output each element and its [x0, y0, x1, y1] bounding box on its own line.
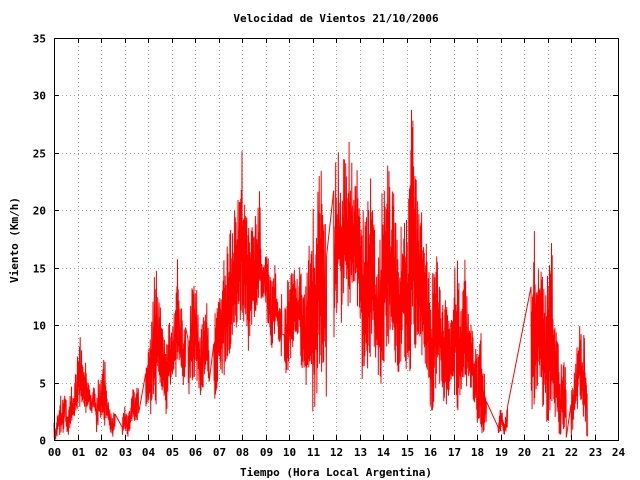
- x-tick-label: 19: [495, 446, 508, 459]
- wind-speed-segment: [145, 270, 168, 415]
- series-gap-line: [114, 413, 123, 428]
- x-tick-label: 04: [142, 446, 156, 459]
- series-gap-line: [138, 373, 147, 414]
- x-tick-label: 08: [236, 446, 249, 459]
- wind-speed-segment: [476, 333, 487, 434]
- x-tick-label: 07: [213, 446, 226, 459]
- y-tick-label: 15: [33, 263, 46, 276]
- wind-speed-segment: [570, 326, 588, 438]
- series-gap-line: [507, 286, 532, 407]
- x-tick-label: 01: [72, 446, 86, 459]
- y-tick-label: 25: [33, 148, 46, 161]
- x-tick-label: 12: [330, 446, 343, 459]
- chart-title: Velocidad de Vientos 21/10/2006: [233, 12, 439, 25]
- x-tick-labels: 00 01 02 03 04 05 06 07 08 09 10 11 12 13 14 15 16 17 18 19…: [48, 446, 626, 459]
- y-tick-label: 10: [33, 320, 46, 333]
- tick-layer: [54, 38, 619, 441]
- x-tick-label: 22: [565, 446, 578, 459]
- y-tick-label: 30: [33, 90, 46, 103]
- x-tick-label: 11: [307, 446, 321, 459]
- wind-speed-segment: [547, 243, 560, 434]
- wind-speed-segment: [408, 109, 431, 378]
- x-tick-label: 21: [542, 446, 556, 459]
- series-gap-line: [208, 343, 215, 382]
- x-tick-label: 10: [283, 446, 296, 459]
- wind-speed-segment: [361, 178, 384, 384]
- y-axis-label: Viento (Km/h): [8, 197, 21, 283]
- x-tick-label: 03: [119, 446, 132, 459]
- x-tick-label: 20: [518, 446, 531, 459]
- wind-speed-segment: [530, 231, 548, 422]
- series-gap-line: [326, 190, 335, 256]
- x-tick-label: 23: [589, 446, 602, 459]
- series-gap-line: [185, 327, 189, 340]
- x-tick-label: 13: [354, 446, 367, 459]
- x-tick-label: 09: [260, 446, 273, 459]
- wind-speed-segment: [497, 406, 509, 435]
- x-axis-label: Tiempo (Hora Local Argentina): [240, 466, 432, 479]
- y-tick-labels: 0 5 10 15 20 25 30 35: [33, 33, 46, 448]
- x-tick-label: 00: [48, 446, 61, 459]
- x-tick-label: 17: [448, 446, 461, 459]
- wind-speed-segment: [558, 362, 567, 438]
- y-tick-label: 35: [33, 33, 46, 46]
- x-tick-label: 15: [401, 446, 414, 459]
- wind-speed-segment: [246, 191, 283, 357]
- wind-speed-segment: [382, 165, 410, 372]
- x-tick-label: 24: [612, 446, 626, 459]
- wind-speed-segment: [187, 285, 210, 396]
- y-tick-label: 0: [39, 435, 46, 448]
- wind-speed-segment: [312, 170, 328, 412]
- x-tick-label: 02: [95, 446, 108, 459]
- y-tick-label: 20: [33, 205, 46, 218]
- x-tick-label: 18: [471, 446, 484, 459]
- wind-speed-segment: [121, 387, 140, 437]
- x-tick-label: 14: [377, 446, 391, 459]
- wind-speed-segment: [283, 245, 313, 385]
- series-gap-line: [485, 401, 499, 428]
- x-tick-label: 16: [424, 446, 438, 459]
- wind-speed-segment: [67, 337, 97, 435]
- series-gap-line: [565, 404, 572, 438]
- x-tick-label: 05: [166, 446, 179, 459]
- wind-speed-segment: [429, 256, 459, 411]
- wind-speed-segment: [166, 259, 187, 392]
- series-layer: [53, 109, 588, 440]
- wind-speed-segment: [333, 141, 363, 338]
- wind-speed-segment: [213, 151, 248, 399]
- x-tick-label: 06: [189, 446, 203, 459]
- wind-speed-segment: [95, 359, 116, 437]
- y-tick-label: 5: [39, 378, 46, 391]
- wind-speed-segment: [457, 259, 478, 410]
- wind-speed-segment: [53, 395, 69, 440]
